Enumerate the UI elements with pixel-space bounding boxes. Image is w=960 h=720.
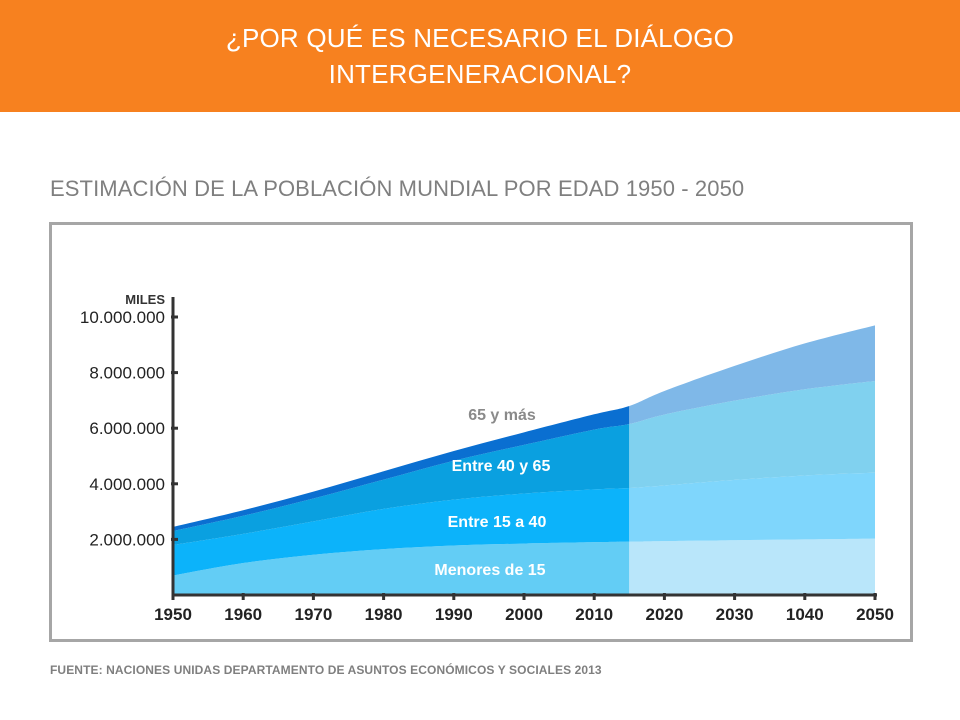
x-tick-label: 2000 bbox=[505, 605, 543, 624]
y-tick-label: 8.000.000 bbox=[89, 364, 165, 383]
area-band-menores-de-15-projection bbox=[629, 538, 875, 595]
chart-frame: MILES 2.000.000 4.000.000 6.000.000 8.000.00… bbox=[49, 222, 913, 642]
page-title-line-2: INTERGENERACIONAL? bbox=[328, 59, 632, 89]
y-tick-label: 10.000.000 bbox=[80, 308, 165, 327]
x-tick-label: 2030 bbox=[716, 605, 754, 624]
x-tick-label: 1950 bbox=[154, 605, 192, 624]
source-note: FUENTE: NACIONES UNIDAS DEPARTAMENTO DE … bbox=[50, 663, 602, 677]
area-band-65-y-mas bbox=[173, 405, 630, 532]
x-tick-label: 1990 bbox=[435, 605, 473, 624]
x-tick-label: 2050 bbox=[856, 605, 894, 624]
x-tick-label: 2010 bbox=[575, 605, 613, 624]
area-band-entre-15-a-40-projection bbox=[629, 472, 875, 542]
chart-title: ESTIMACIÓN DE LA POBLACIÓN MUNDIAL POR E… bbox=[50, 176, 745, 201]
y-tick-label: 2.000.000 bbox=[89, 530, 165, 549]
header-banner: ¿POR QUÉ ES NECESARIO EL DIÁLOGO INTERGE… bbox=[0, 0, 960, 112]
population-area-chart: MILES 2.000.000 4.000.000 6.000.000 8.000.00… bbox=[80, 292, 894, 624]
x-tick-label: 2020 bbox=[645, 605, 683, 624]
y-tick-label: 6.000.000 bbox=[89, 419, 165, 438]
series-label-65-y-mas: 65 y más bbox=[468, 407, 536, 424]
x-tick-label: 1040 bbox=[786, 605, 824, 624]
area-band-entre-15-a-40 bbox=[173, 487, 630, 576]
area-band-entre-40-y-65-projection bbox=[629, 380, 875, 488]
x-tick-label: 1970 bbox=[294, 605, 332, 624]
area-band-entre-40-y-65 bbox=[173, 424, 630, 545]
page-title-line-1: ¿POR QUÉ ES NECESARIO EL DIÁLOGO bbox=[225, 23, 735, 53]
area-band-65-y-mas-projection bbox=[629, 325, 875, 425]
area-band-menores-de-15 bbox=[173, 541, 630, 595]
x-tick-label: 1960 bbox=[224, 605, 262, 624]
page-title: ¿POR QUÉ ES NECESARIO EL DIÁLOGO INTERGE… bbox=[130, 20, 830, 92]
series-label-entre-40-y-65: Entre 40 y 65 bbox=[452, 458, 551, 475]
x-tick-label: 1980 bbox=[365, 605, 403, 624]
series-label-menores-de-15: Menores de 15 bbox=[434, 562, 545, 579]
y-axis-label: MILES bbox=[125, 292, 165, 307]
y-tick-label: 4.000.000 bbox=[89, 475, 165, 494]
series-label-entre-15-a-40: Entre 15 a 40 bbox=[448, 514, 547, 531]
